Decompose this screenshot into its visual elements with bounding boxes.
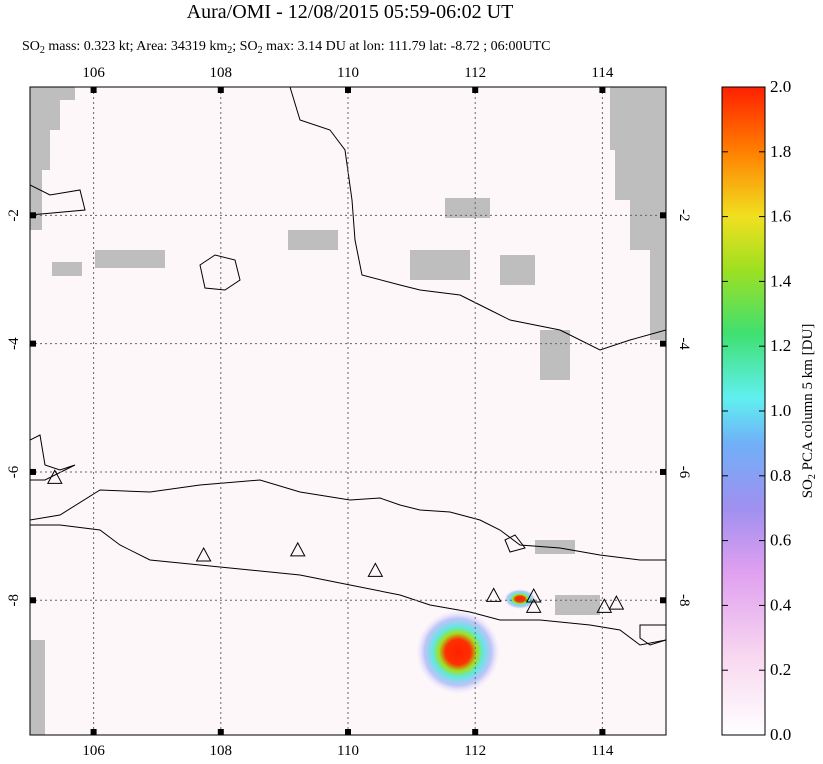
volcano-marker bbox=[608, 595, 625, 610]
y-tick-label: -8 bbox=[6, 594, 22, 607]
colorbar-tick-label: 0.0 bbox=[770, 725, 791, 744]
subtitle: SO2 mass: 0.323 kt; Area: 34319 km2; SO2… bbox=[22, 39, 550, 56]
x-tick-label: 112 bbox=[464, 65, 486, 81]
volcano-marker bbox=[195, 546, 212, 562]
colorbar-tick-label: 1.8 bbox=[770, 142, 791, 161]
x-tick-label: 114 bbox=[591, 743, 613, 759]
volcano-marker bbox=[525, 598, 542, 613]
text-part: ; SO bbox=[232, 39, 257, 54]
subscript: 2 bbox=[227, 45, 232, 56]
volcano-marker bbox=[46, 469, 63, 484]
so2-plume bbox=[504, 589, 536, 609]
colorbar-tick-label: 2.0 bbox=[770, 77, 791, 96]
subscript: 2 bbox=[40, 45, 45, 56]
volcano-marker bbox=[289, 541, 306, 557]
subscript: 2 bbox=[258, 45, 263, 56]
title: Aura/OMI - 12/08/2015 05:59-06:02 UT bbox=[187, 1, 514, 23]
text-part: PCA column 5 km [DU] bbox=[800, 324, 816, 474]
text-part: SO bbox=[800, 479, 816, 498]
y-tick-label: -6 bbox=[6, 465, 22, 478]
colorbar-tick-label: 1.4 bbox=[770, 271, 792, 290]
x-tick-label: 110 bbox=[337, 743, 359, 759]
so2-plume bbox=[416, 610, 500, 694]
y-tick-label: -4 bbox=[6, 337, 22, 350]
y-tick-label: -4 bbox=[676, 337, 692, 350]
x-tick-label: 108 bbox=[210, 743, 233, 759]
y-tick-label: -2 bbox=[676, 209, 692, 222]
colorbar-tick-label: 0.6 bbox=[770, 531, 791, 550]
x-tick-label: 110 bbox=[337, 65, 359, 81]
colorbar-tick-label: 0.2 bbox=[770, 660, 791, 679]
subscript: 2 bbox=[807, 474, 818, 479]
colorbar-tick-label: 0.8 bbox=[770, 466, 791, 485]
x-tick-label: 106 bbox=[82, 65, 105, 81]
text-part: max: 3.14 DU at lon: 111.79 lat: -8.72 ;… bbox=[263, 39, 551, 54]
text-part: SO bbox=[22, 39, 40, 54]
y-tick-label: -2 bbox=[6, 209, 22, 222]
colorbar-tick-label: 1.2 bbox=[770, 336, 791, 355]
text-part: mass: 0.323 kt; Area: 34319 km bbox=[45, 39, 227, 54]
volcano-marker bbox=[525, 588, 542, 603]
coastline bbox=[30, 87, 666, 646]
volcano-marker bbox=[367, 562, 384, 577]
colorbar-tick-label: 1.6 bbox=[770, 207, 791, 226]
x-tick-label: 112 bbox=[464, 743, 486, 759]
x-tick-label: 114 bbox=[591, 65, 613, 81]
volcano-marker bbox=[596, 598, 613, 613]
colorbar-tick-label: 1.0 bbox=[770, 401, 791, 420]
volcano-marker bbox=[485, 587, 502, 602]
y-tick-label: -6 bbox=[676, 466, 692, 479]
colorbar bbox=[721, 86, 766, 736]
colorbar-tick-label: 0.4 bbox=[770, 595, 792, 614]
missing-data bbox=[30, 87, 666, 735]
y-tick-label: -8 bbox=[676, 594, 692, 607]
colorbar-label: SO2 PCA column 5 km [DU] bbox=[800, 324, 818, 499]
x-tick-label: 108 bbox=[210, 65, 233, 81]
x-tick-label: 106 bbox=[82, 743, 105, 759]
map-area bbox=[30, 87, 666, 735]
